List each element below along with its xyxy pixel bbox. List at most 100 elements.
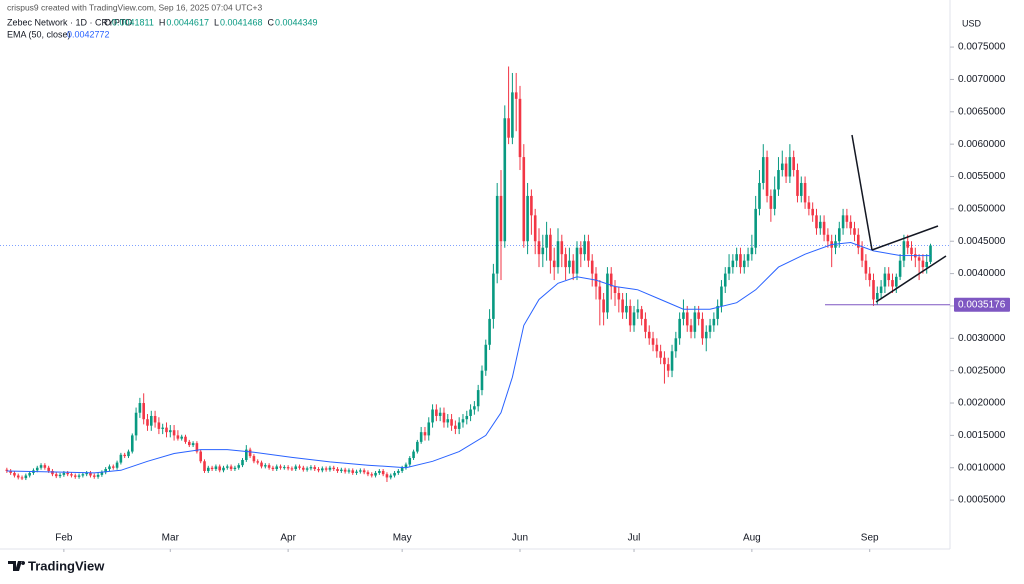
candle-body — [758, 182, 761, 209]
candle-body — [465, 415, 469, 420]
candle-body — [784, 163, 788, 177]
candle-body — [260, 462, 263, 467]
candle-body — [149, 415, 153, 426]
candle-body — [663, 357, 666, 365]
candle-body — [860, 247, 864, 261]
candle-body — [685, 312, 689, 326]
candle-body — [298, 466, 301, 468]
candle-body — [522, 157, 526, 242]
candle-body — [108, 466, 111, 470]
x-tick-label: May — [393, 533, 412, 544]
candle-body — [720, 286, 723, 306]
candle-body — [340, 469, 343, 471]
candle-body — [275, 466, 279, 470]
candle-body — [191, 443, 195, 446]
candle-body — [389, 475, 393, 478]
candle-body — [727, 267, 731, 274]
candle-body — [180, 436, 183, 439]
candle-body — [499, 195, 503, 242]
candle-body — [176, 435, 180, 439]
candle-body — [115, 462, 119, 468]
candle-body — [111, 466, 115, 468]
symbol: Zebec Network · 1D · CRYPTO — [7, 17, 132, 27]
candle-body — [583, 241, 586, 255]
candle-body — [666, 364, 670, 371]
candle-body — [146, 419, 149, 426]
candle-body — [66, 472, 69, 475]
candle-body — [693, 312, 697, 332]
candle-body — [73, 475, 77, 477]
x-tick-label: Aug — [743, 533, 761, 544]
candle-body — [317, 469, 320, 471]
candle-body — [47, 467, 50, 471]
plot: 0.0005000 0.0010000 0.0015000 0.0020000 0.00… — [0, 42, 1010, 552]
candle-body — [226, 466, 229, 468]
candle-body — [404, 464, 408, 468]
candle-body — [427, 422, 431, 436]
candle-body — [488, 318, 491, 345]
candle-body — [24, 475, 28, 479]
candle-body — [921, 260, 925, 268]
candle-body — [207, 467, 210, 471]
candle-body — [708, 325, 712, 332]
candle-body — [511, 92, 514, 138]
ohlc-value: 0.0044349 — [275, 17, 318, 27]
candle-body — [628, 305, 632, 326]
y-tick-label: 0.0030000 — [958, 333, 1006, 344]
candle-body — [195, 443, 199, 452]
price-label: 0.0035176 — [958, 299, 1006, 310]
candle-body — [138, 403, 142, 413]
ema-value: 0.0042772 — [67, 29, 110, 39]
candle-body — [397, 470, 400, 473]
candle-body — [503, 118, 507, 242]
candle-body — [887, 273, 891, 281]
candle-body — [803, 182, 807, 203]
candle-body — [476, 390, 480, 407]
candle-body — [518, 98, 522, 158]
candle-body — [701, 318, 704, 339]
candle-body — [248, 449, 252, 457]
candle-body — [853, 228, 856, 235]
candle-body — [678, 318, 681, 339]
candle-body — [807, 202, 811, 209]
candle-body — [279, 466, 282, 468]
candle-body — [123, 454, 126, 457]
candle-body — [777, 170, 780, 190]
candle-body — [81, 474, 85, 476]
candle-body — [495, 195, 499, 274]
candle-body — [826, 234, 830, 242]
candle-body — [362, 470, 366, 473]
candle-body — [245, 449, 248, 460]
candle-body — [644, 318, 647, 332]
x-tick-label: Jun — [512, 533, 528, 544]
candle-body — [571, 260, 575, 274]
candle-body — [674, 338, 678, 352]
candle-body — [792, 157, 795, 171]
candle-body — [218, 466, 222, 471]
candle-body — [507, 118, 510, 138]
candle-body — [849, 221, 852, 229]
candle-body — [393, 472, 396, 476]
candle-body — [324, 468, 328, 470]
trendline — [871, 225, 939, 251]
candle-body — [454, 425, 457, 429]
candle-body — [875, 293, 879, 300]
candle-body — [127, 451, 130, 457]
candle-body — [385, 474, 389, 478]
x-tick-label: Apr — [280, 533, 296, 544]
candle-body — [902, 241, 906, 261]
candle-body — [617, 293, 621, 300]
candle-body — [241, 459, 244, 466]
candle-body — [632, 312, 636, 326]
candle-body — [153, 415, 157, 423]
candle-body — [43, 465, 47, 468]
candle-body — [370, 474, 374, 476]
candle-body — [450, 419, 453, 426]
candle-body — [233, 467, 237, 470]
candle-body — [917, 257, 921, 261]
candle-body — [165, 427, 168, 433]
y-tick-label: 0.0015000 — [958, 430, 1006, 441]
candle-body — [636, 309, 640, 313]
